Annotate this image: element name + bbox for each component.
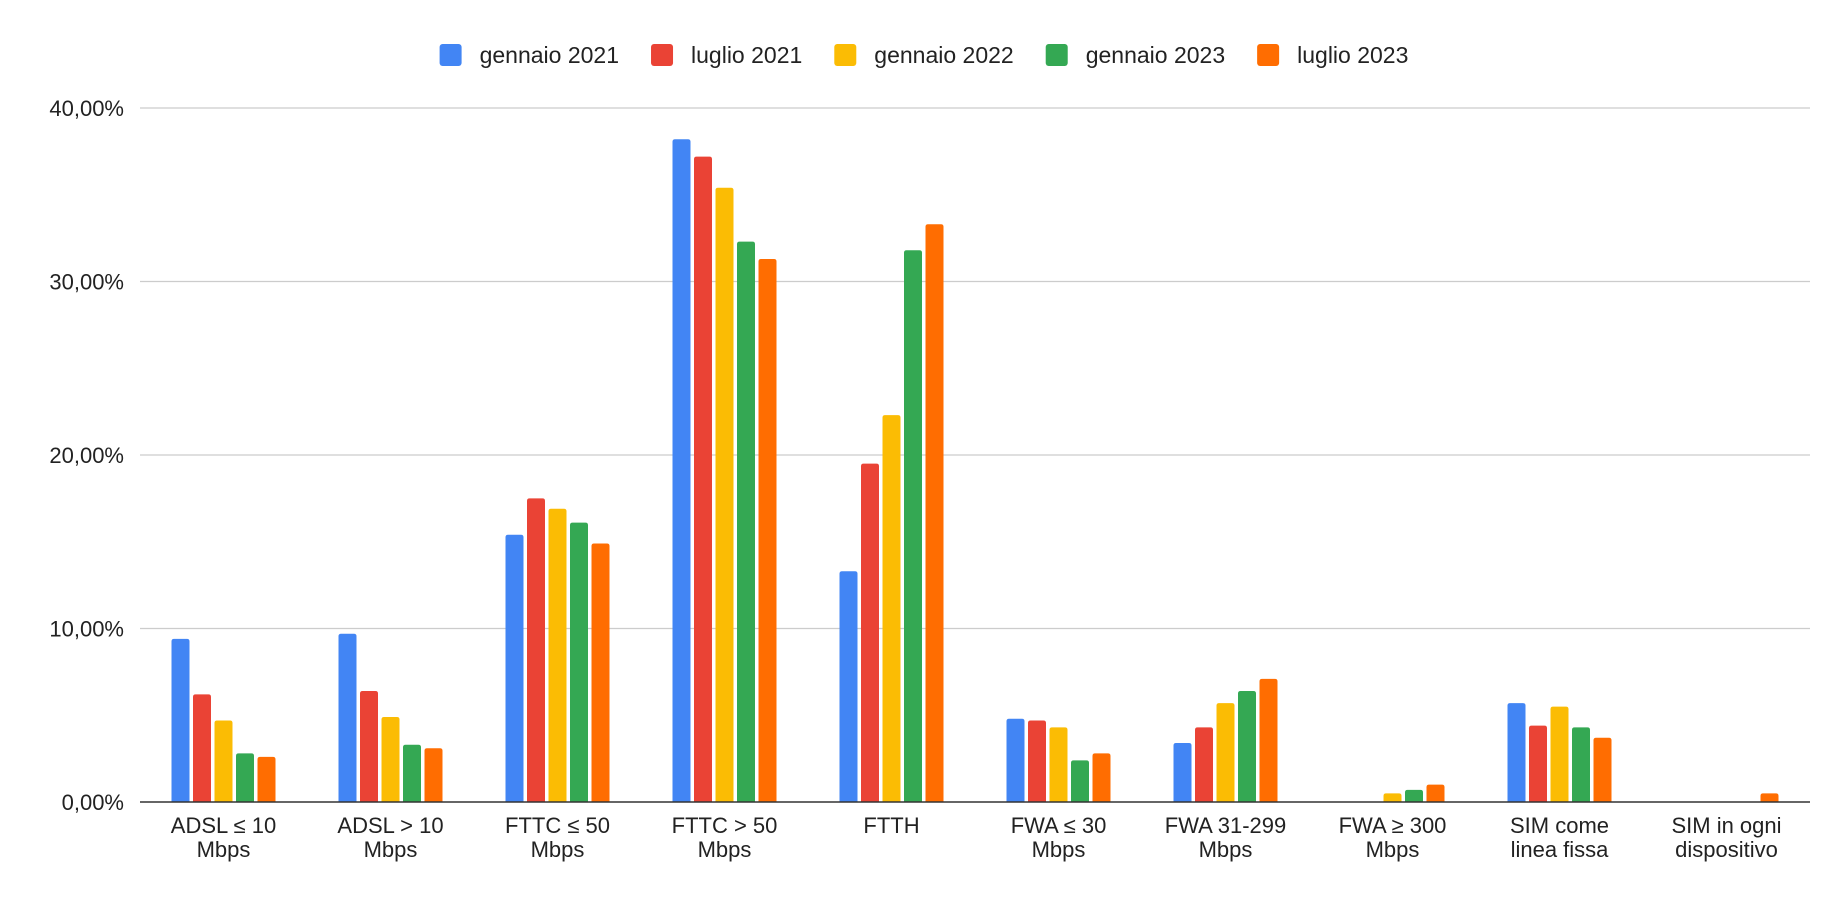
bar <box>1507 703 1526 802</box>
legend-item: gennaio 2021 <box>439 42 619 68</box>
bar <box>1238 690 1256 802</box>
bar <box>1173 743 1192 802</box>
bar <box>381 716 400 802</box>
x-axis-categories: ADSL ≤ 10 Mbps ADSL > 10 Mbps FTTC ≤ 50 Mbps F… <box>171 813 1782 862</box>
category-label: FTTC ≤ 50 Mbps <box>505 813 610 862</box>
bar <box>591 543 610 802</box>
bar <box>570 522 588 802</box>
bar <box>360 690 378 802</box>
legend-swatch <box>651 44 674 66</box>
bar <box>1529 725 1547 802</box>
bar <box>1383 793 1402 802</box>
bar <box>1092 753 1111 802</box>
bar <box>338 633 357 802</box>
bar <box>758 258 777 802</box>
bar <box>1216 703 1235 802</box>
bar <box>1572 727 1590 802</box>
legend-item: luglio 2021 <box>651 42 802 68</box>
bar <box>1426 784 1445 802</box>
bar <box>904 250 922 802</box>
bar <box>548 508 567 802</box>
y-tick-label: 40,00% <box>49 96 124 121</box>
bar <box>672 139 691 803</box>
bar <box>403 744 421 802</box>
bar <box>1593 737 1612 802</box>
bar <box>839 571 858 802</box>
bar <box>505 534 524 802</box>
bar <box>1006 718 1025 802</box>
category-label: FTTH <box>863 813 919 838</box>
legend-label: gennaio 2021 <box>480 42 619 68</box>
bar <box>882 415 901 802</box>
legend-label: luglio 2023 <box>1297 42 1408 68</box>
legend-swatch <box>1045 44 1068 66</box>
bar <box>925 224 944 802</box>
category-label: SIM in ogni dispositivo <box>1671 813 1781 862</box>
bar <box>257 756 276 802</box>
legend: gennaio 2021 luglio 2021 gennaio 2022 genna… <box>439 42 1408 68</box>
legend-label: luglio 2021 <box>691 42 802 68</box>
bar <box>214 720 233 802</box>
bar <box>171 638 190 802</box>
bar <box>236 753 254 802</box>
legend-swatch <box>439 44 462 66</box>
legend-label: gennaio 2023 <box>1086 42 1225 68</box>
legend-swatch <box>1257 44 1280 66</box>
category-label: SIM come linea fissa <box>1510 813 1609 862</box>
bar <box>1028 720 1046 802</box>
category-label: FWA 31-299 Mbps <box>1165 813 1286 862</box>
y-tick-label: 10,00% <box>49 617 124 642</box>
category-label: FTTC > 50 Mbps <box>672 813 778 862</box>
legend-item: gennaio 2022 <box>834 42 1014 68</box>
bar <box>861 463 879 802</box>
bar <box>1071 760 1089 802</box>
bar <box>424 748 443 802</box>
bar <box>1259 678 1278 802</box>
category-label: FWA ≥ 300 Mbps <box>1339 813 1447 862</box>
bars <box>171 139 1779 803</box>
bar <box>1405 789 1423 802</box>
legend-label: gennaio 2022 <box>874 42 1013 68</box>
bar <box>1550 706 1569 802</box>
bar <box>1760 793 1779 802</box>
y-tick-label: 20,00% <box>49 443 124 468</box>
category-label: FWA ≤ 30 Mbps <box>1011 813 1107 862</box>
bar <box>1049 727 1068 802</box>
bar <box>694 156 712 802</box>
y-tick-label: 30,00% <box>49 270 124 295</box>
legend-swatch <box>834 44 857 66</box>
bar <box>1195 727 1213 802</box>
bar <box>527 498 545 802</box>
bar <box>193 694 211 802</box>
legend-item: luglio 2023 <box>1257 42 1408 68</box>
bar <box>737 241 755 803</box>
gridlines <box>140 107 1810 630</box>
y-axis-ticks: 0,00% 10,00% 20,00% 30,00% 40,00% <box>49 96 124 815</box>
category-label: ADSL ≤ 10 Mbps <box>171 813 276 862</box>
bar <box>715 187 734 802</box>
y-tick-label: 0,00% <box>62 790 124 815</box>
legend-item: gennaio 2023 <box>1045 42 1225 68</box>
category-label: ADSL > 10 Mbps <box>337 813 443 862</box>
